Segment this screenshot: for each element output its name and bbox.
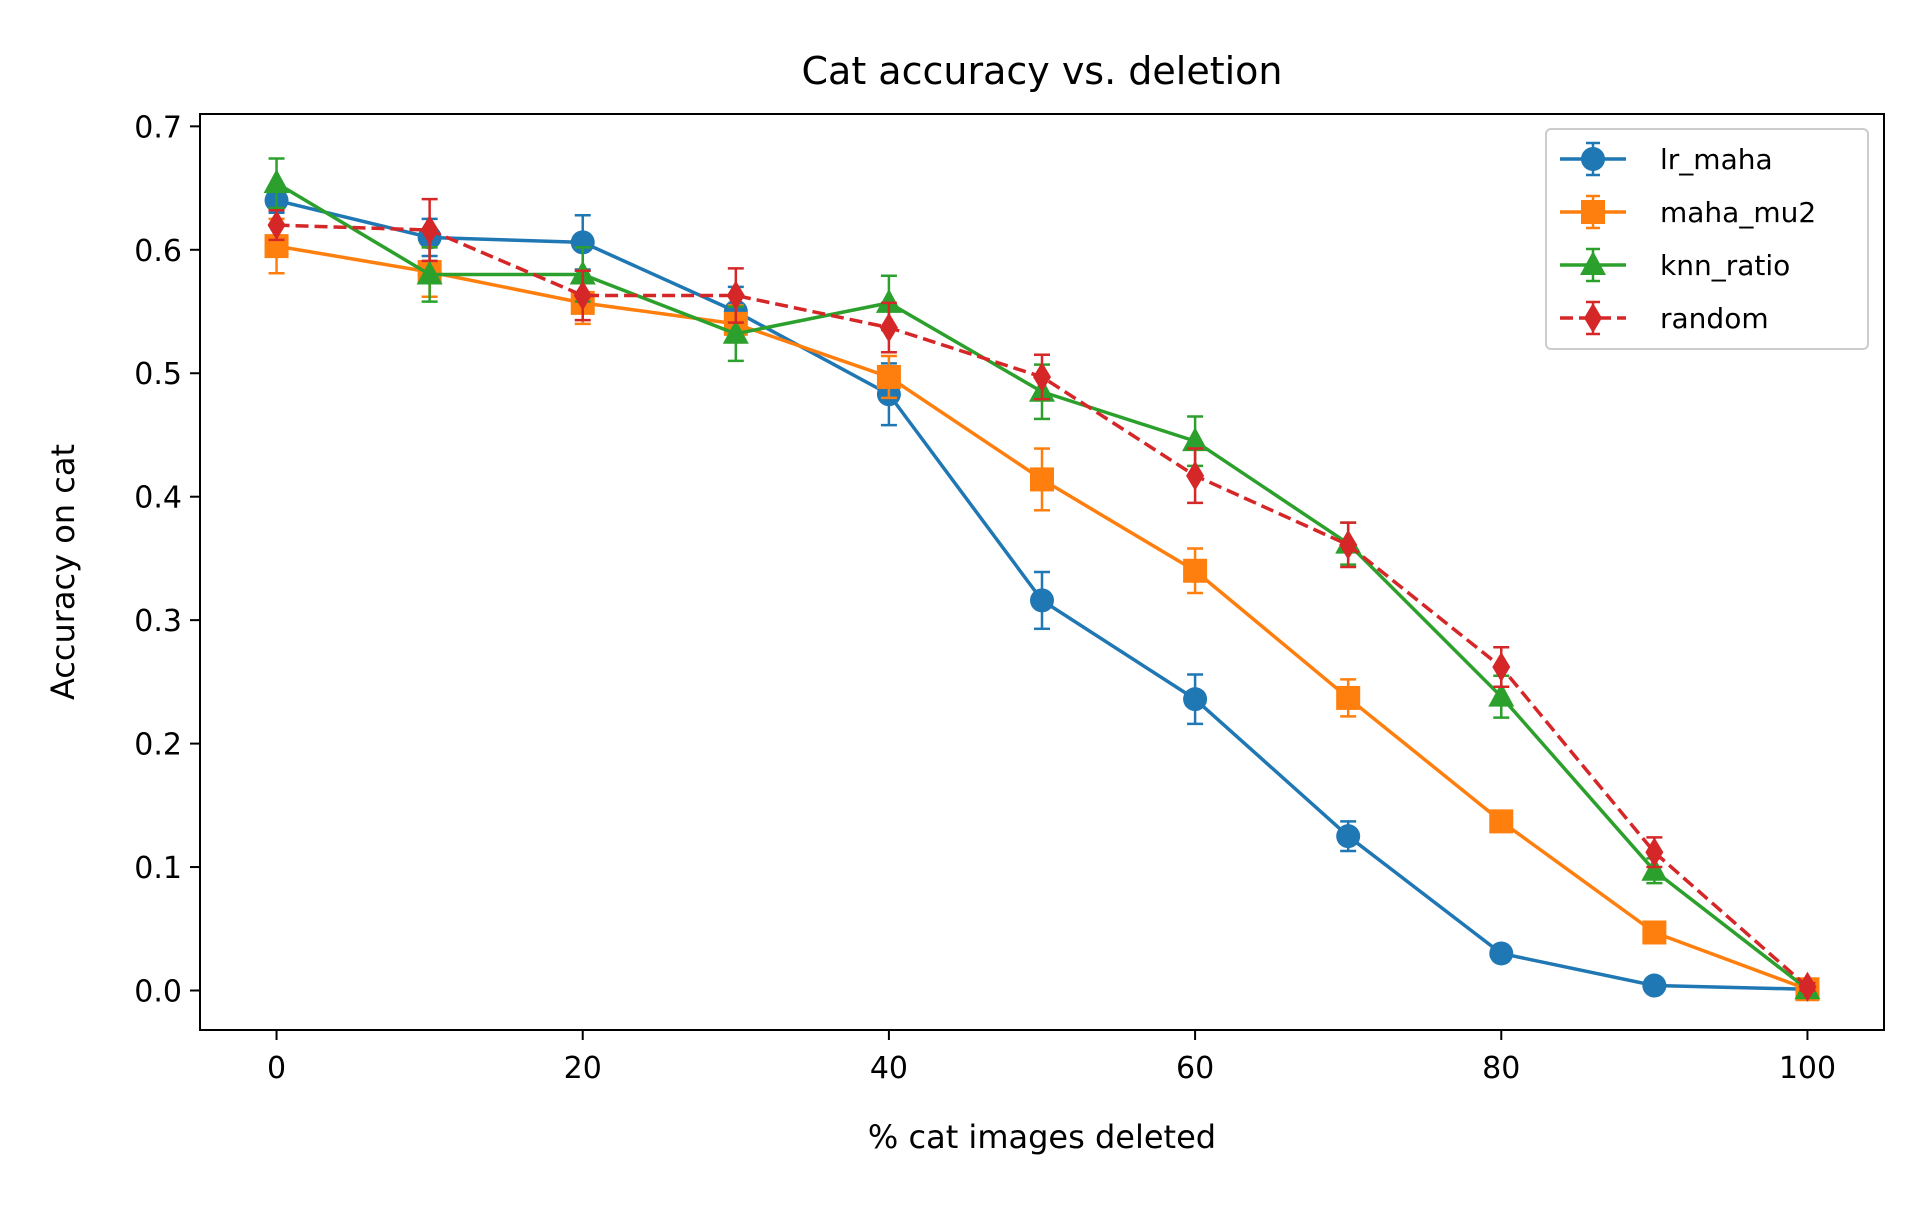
plot-area xyxy=(263,157,1821,1002)
data-point-knn_ratio xyxy=(875,288,902,313)
data-point-lr_maha xyxy=(1183,687,1208,712)
data-point-knn_ratio xyxy=(1488,682,1515,707)
y-tick-label: 0.6 xyxy=(134,234,182,269)
y-tick-label: 0.5 xyxy=(134,357,182,392)
data-point-knn_ratio xyxy=(1641,856,1668,881)
data-point-random xyxy=(1492,652,1511,683)
data-point-maha_mu2 xyxy=(1336,685,1361,710)
legend-label-lr_maha: lr_maha xyxy=(1660,143,1773,176)
legend-marker-maha_mu2 xyxy=(1581,200,1605,224)
y-tick-label: 0.2 xyxy=(134,728,182,763)
legend-label-random: random xyxy=(1660,302,1769,335)
data-point-random xyxy=(1339,529,1358,560)
data-point-random xyxy=(726,280,745,311)
data-point-knn_ratio xyxy=(722,319,749,344)
data-point-maha_mu2 xyxy=(1489,809,1514,834)
y-tick-label: 0.1 xyxy=(134,851,182,886)
legend-marker-knn_ratio xyxy=(1580,251,1606,275)
axis-ticks: 0 20 40 60 80 100 0.0 0.1 0.2 0.3 0.4 0.5 0.6 0.7 xyxy=(134,110,1836,1086)
legend-label-knn_ratio: knn_ratio xyxy=(1660,249,1790,282)
y-tick-label: 0.4 xyxy=(134,481,182,516)
data-point-maha_mu2 xyxy=(1183,558,1208,583)
data-point-random xyxy=(1186,460,1205,491)
y-axis-label: Accuracy on cat xyxy=(44,444,82,700)
data-point-knn_ratio xyxy=(416,260,443,285)
data-point-random xyxy=(420,215,439,246)
y-tick-label: 0.7 xyxy=(134,110,182,145)
x-tick-label: 100 xyxy=(1779,1051,1836,1086)
data-point-lr_maha xyxy=(1489,941,1514,966)
data-point-maha_mu2 xyxy=(876,364,901,389)
axes-frame xyxy=(199,113,1885,1031)
x-tick-label: 80 xyxy=(1482,1051,1520,1086)
data-point-lr_maha xyxy=(1336,824,1361,849)
legend-marker-random xyxy=(1584,303,1602,333)
data-point-random xyxy=(1798,971,1817,1002)
x-tick-label: 60 xyxy=(1176,1051,1214,1086)
data-point-maha_mu2 xyxy=(1642,920,1667,945)
data-point-random xyxy=(573,280,592,311)
data-point-random xyxy=(1645,837,1664,868)
data-point-knn_ratio xyxy=(263,169,290,194)
x-axis-label: % cat images deleted xyxy=(868,1118,1216,1156)
data-point-random xyxy=(879,312,898,343)
x-tick-label: 40 xyxy=(870,1051,908,1086)
x-tick-label: 0 xyxy=(267,1051,286,1086)
data-point-maha_mu2 xyxy=(1030,467,1054,492)
legend-box xyxy=(1545,128,1869,350)
series-random xyxy=(267,197,1817,1002)
legend-label-maha_mu2: maha_mu2 xyxy=(1660,196,1816,229)
legend-marker-lr_maha xyxy=(1581,147,1605,171)
y-tick-label: 0.0 xyxy=(134,974,182,1009)
data-point-knn_ratio xyxy=(1182,427,1209,452)
chart-title: Cat accuracy vs. deletion xyxy=(802,49,1283,93)
data-point-random xyxy=(267,210,286,241)
data-point-random xyxy=(1033,361,1051,392)
x-tick-label: 20 xyxy=(564,1051,602,1086)
data-point-lr_maha xyxy=(1030,588,1054,613)
y-tick-label: 0.3 xyxy=(134,604,182,639)
data-point-lr_maha xyxy=(1642,973,1667,998)
